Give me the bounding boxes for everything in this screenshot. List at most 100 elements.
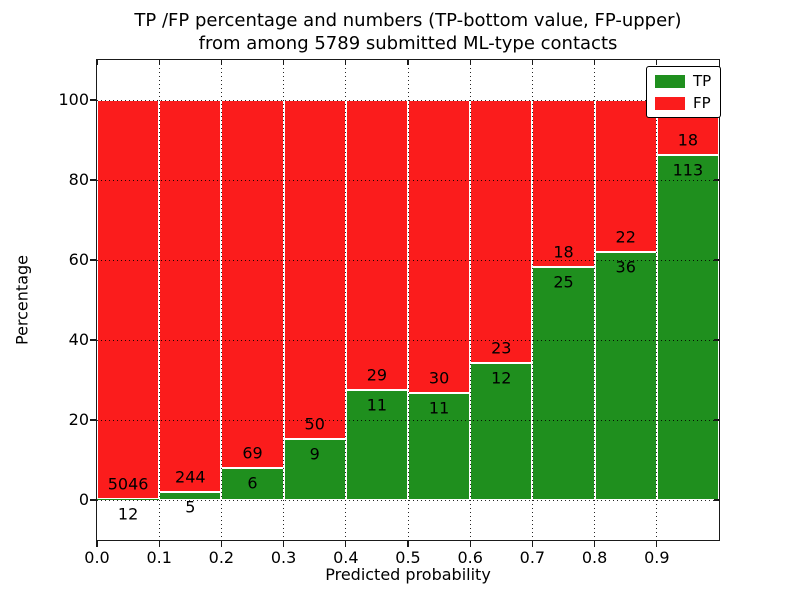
- x-tick-label: 0.7: [519, 548, 546, 567]
- bar-value-label-fp: 5046: [107, 474, 149, 494]
- x-tick-label: 0.5: [395, 548, 421, 567]
- x-tick-mark: [96, 540, 98, 547]
- gridline-vertical: [407, 60, 409, 540]
- legend-swatch-tp: [655, 74, 685, 88]
- x-tick-label: 0.8: [581, 548, 608, 567]
- bar-value-label-tp: 9: [309, 444, 320, 464]
- bar-segment-tp: [221, 468, 284, 500]
- bar-segment-tp: [283, 438, 346, 500]
- y-tick-label: 20: [68, 410, 89, 429]
- bar-segment-fp: [159, 100, 222, 492]
- bar-segment-fp: [408, 100, 471, 393]
- x-tick-mark: [531, 540, 533, 547]
- y-tick-mark: [90, 499, 97, 501]
- y-tick-mark-right: [714, 259, 719, 261]
- y-tick-mark-right: [714, 499, 719, 501]
- bar-segment-fp: [532, 100, 595, 268]
- bar-segment-fp: [283, 100, 346, 439]
- y-tick-label: 100: [58, 90, 89, 109]
- gridline-vertical: [158, 60, 160, 540]
- x-tick-mark-top: [656, 60, 658, 65]
- chart-title-line-2: from among 5789 submitted ML-type contac…: [198, 33, 618, 54]
- gridline-vertical: [594, 60, 596, 540]
- y-tick-label: 60: [68, 250, 89, 269]
- y-tick-mark-right: [714, 179, 719, 181]
- bar-segment-fp: [594, 100, 657, 252]
- bar-value-label-fp: 50: [304, 414, 325, 434]
- gridline-vertical: [469, 60, 471, 540]
- bar-value-label-tp: 11: [428, 398, 450, 418]
- gridline-vertical: [220, 60, 222, 540]
- x-tick-label: 0.1: [146, 548, 172, 567]
- bar-value-label-tp: 5: [185, 497, 196, 517]
- bar-segment-fp: [470, 100, 533, 363]
- x-tick-mark: [220, 540, 222, 547]
- legend-label-fp: FP: [693, 94, 711, 112]
- y-tick-mark: [90, 259, 97, 261]
- bar-value-label-fp: 29: [366, 365, 388, 385]
- x-tick-mark: [407, 540, 409, 547]
- bar-value-label-tp: 12: [117, 504, 139, 524]
- gridline-vertical: [656, 60, 658, 540]
- bar-segment-tp: [470, 362, 533, 500]
- bar-value-label-tp: 36: [615, 257, 636, 277]
- y-tick-label: 40: [68, 330, 89, 349]
- gridline-vertical: [345, 60, 347, 540]
- bar-segment-tp: [532, 267, 595, 500]
- x-tick-label: 0.2: [208, 548, 235, 567]
- x-tick-label: 0.9: [644, 548, 670, 567]
- x-tick-mark-top: [469, 60, 471, 65]
- gridline-vertical: [283, 60, 285, 540]
- y-tick-mark: [90, 339, 97, 341]
- bar-segment-fp: [97, 100, 160, 500]
- x-tick-mark: [158, 540, 160, 547]
- x-tick-mark: [656, 540, 658, 547]
- bar-segment-fp: [345, 100, 408, 390]
- x-tick-mark-top: [407, 60, 409, 65]
- y-axis-label: Percentage: [12, 254, 32, 346]
- x-tick-mark-top: [283, 60, 285, 65]
- y-tick-mark-right: [714, 419, 719, 421]
- gridline-vertical: [531, 60, 533, 540]
- bar-segment-fp: [221, 100, 284, 468]
- bar-segment-tp: [656, 154, 719, 500]
- y-tick-mark-right: [714, 339, 719, 341]
- x-tick-label: 0.4: [333, 548, 359, 567]
- x-tick-mark-top: [345, 60, 347, 65]
- x-tick-label: 0.6: [457, 548, 483, 567]
- legend-entry-fp: FP: [655, 95, 711, 111]
- bar-value-label-fp: 22: [615, 227, 636, 247]
- bar-value-label-tp: 113: [672, 160, 704, 180]
- x-tick-label: 0.0: [84, 548, 110, 567]
- legend: TP FP: [646, 66, 722, 118]
- x-tick-mark: [345, 540, 347, 547]
- x-axis-label: Predicted probability: [325, 565, 491, 584]
- y-tick-label: 80: [68, 170, 89, 189]
- legend-label-tp: TP: [693, 72, 712, 90]
- x-tick-mark-top: [96, 60, 98, 65]
- bar-value-label-fp: 23: [491, 338, 512, 358]
- bar-segment-tp: [408, 392, 471, 500]
- x-tick-mark-top: [594, 60, 596, 65]
- x-tick-label: 0.3: [270, 548, 297, 567]
- x-tick-mark: [469, 540, 471, 547]
- bar-value-label-tp: 6: [247, 473, 258, 493]
- x-tick-mark: [283, 540, 285, 547]
- bar-value-label-fp: 30: [428, 368, 450, 388]
- legend-entry-tp: TP: [655, 73, 711, 89]
- x-tick-mark-top: [158, 60, 160, 65]
- chart-title-line-1: TP /FP percentage and numbers (TP-bottom…: [134, 10, 682, 31]
- bar-value-label-fp: 244: [175, 467, 206, 487]
- bar-value-label-tp: 12: [491, 368, 512, 388]
- bar-value-label-fp: 18: [677, 130, 699, 150]
- bar-value-label-fp: 69: [242, 443, 263, 463]
- y-tick-mark: [90, 179, 97, 181]
- legend-swatch-fp: [655, 96, 685, 110]
- bar-segment-tp: [345, 390, 408, 500]
- y-tick-mark: [90, 99, 97, 101]
- y-tick-mark: [90, 419, 97, 421]
- bar-segment-tp: [594, 251, 657, 500]
- x-tick-mark: [594, 540, 596, 547]
- bar-value-label-tp: 11: [366, 395, 388, 415]
